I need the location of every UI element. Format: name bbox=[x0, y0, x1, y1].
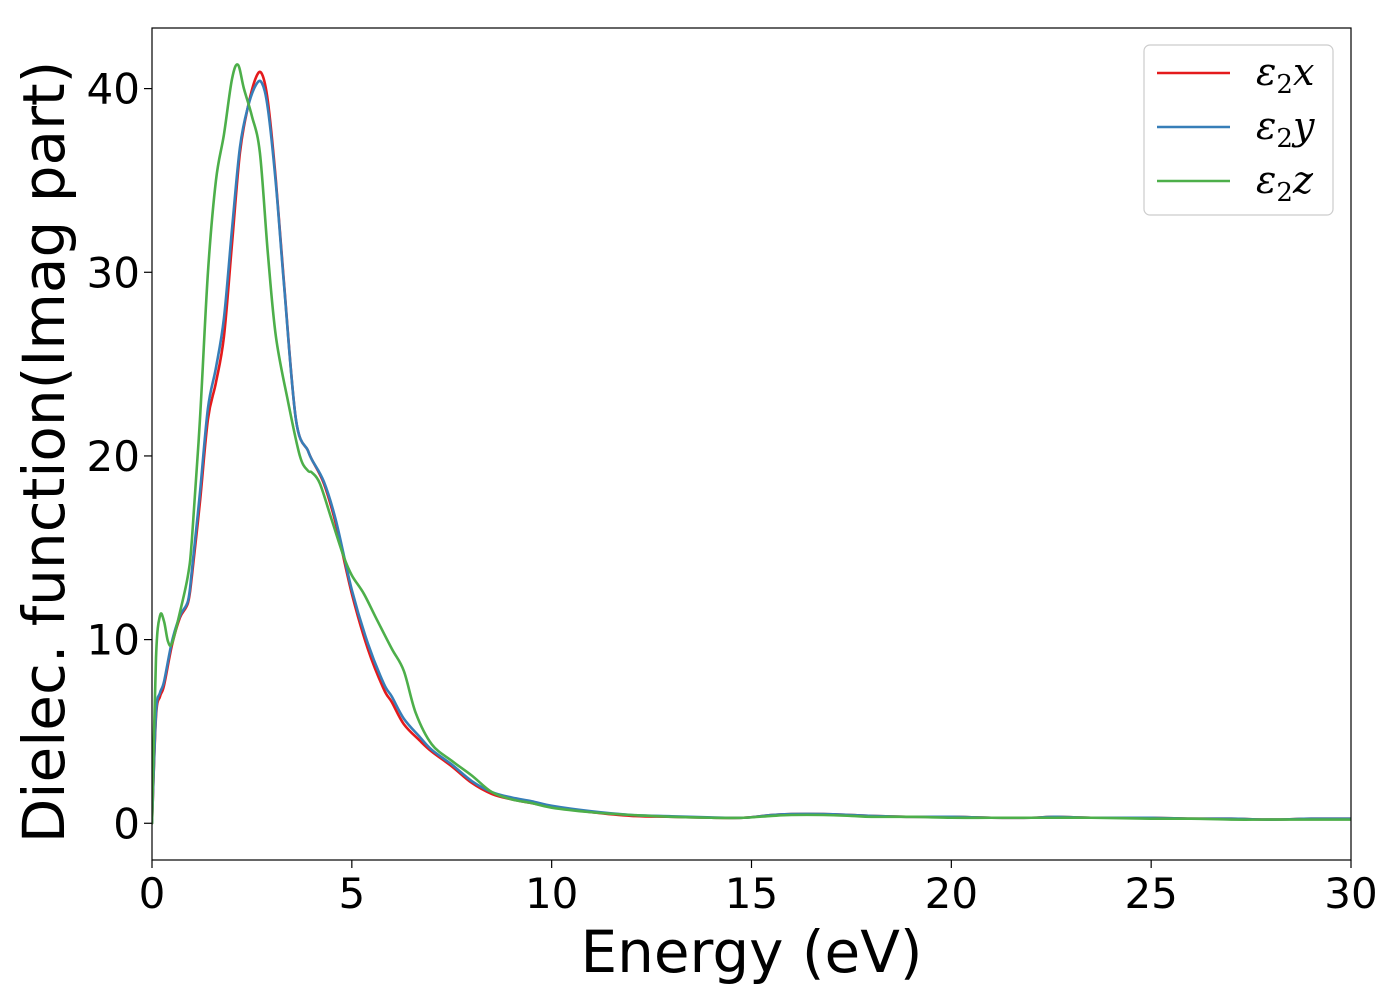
legend-box bbox=[1143, 44, 1334, 216]
y-tick-label: 20 bbox=[87, 432, 140, 481]
y-tick-label: 30 bbox=[87, 248, 140, 297]
x-tick-label: 15 bbox=[725, 869, 778, 918]
y-axis: 0 10 20 30 40 bbox=[87, 65, 152, 848]
y-axis-title: Dielec. function(Imag part) bbox=[10, 61, 78, 844]
x-tick-label: 30 bbox=[1324, 869, 1377, 918]
y-tick-label: 10 bbox=[87, 616, 140, 665]
legend-label-y: ε2y bbox=[1256, 104, 1315, 154]
y-tick-label: 40 bbox=[87, 65, 140, 114]
x-tick-label: 0 bbox=[139, 869, 166, 918]
y-tick-label: 0 bbox=[113, 799, 140, 848]
x-tick-label: 25 bbox=[1124, 869, 1177, 918]
series-line-z bbox=[152, 63, 1351, 825]
x-tick-label: 20 bbox=[925, 869, 978, 918]
x-tick-label: 5 bbox=[338, 869, 365, 918]
plot-lines bbox=[152, 63, 1351, 825]
x-axis-title: Energy (eV) bbox=[580, 918, 922, 986]
x-axis: 0 5 10 15 20 25 30 bbox=[139, 860, 1378, 918]
x-tick-label: 10 bbox=[525, 869, 578, 918]
legend-label-x: ε2x bbox=[1256, 50, 1314, 100]
legend-label-z: ε2z bbox=[1256, 158, 1314, 208]
